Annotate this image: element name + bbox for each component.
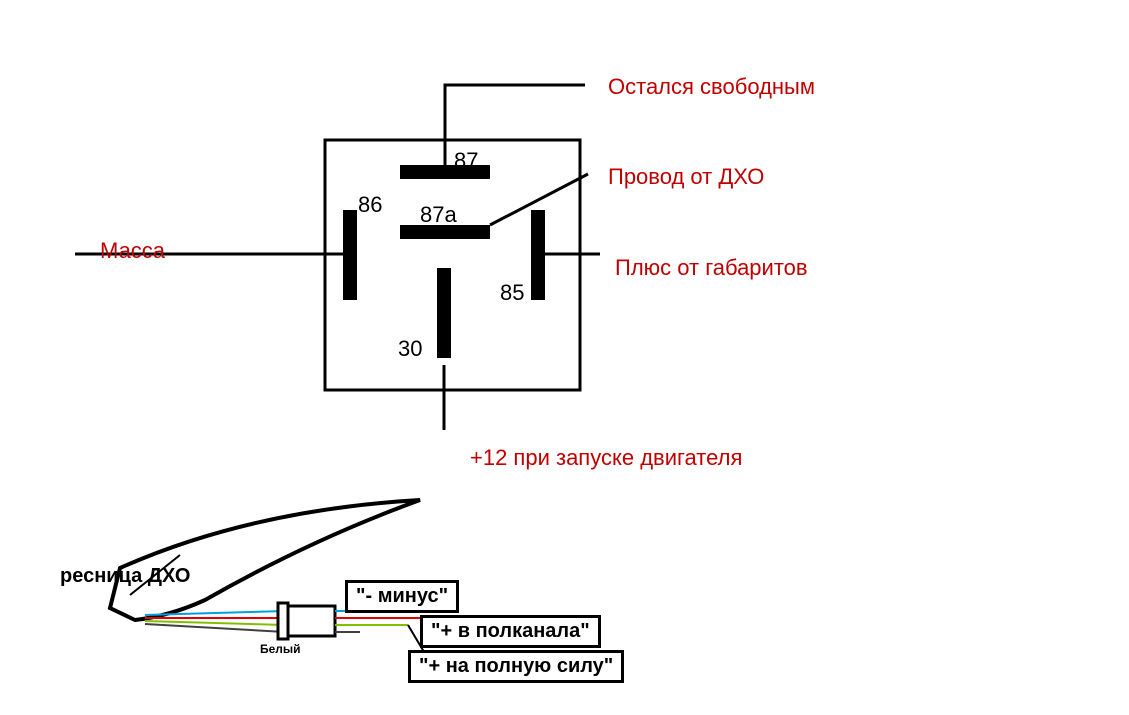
pin-label-85: 85 (500, 280, 524, 306)
anno-30: +12 при запуске двигателя (470, 445, 742, 471)
anno-86: Масса (100, 238, 165, 264)
drl-title: ресница ДХО (60, 565, 190, 588)
drl-connector-body (285, 606, 335, 636)
drl-connector-cap (278, 603, 288, 639)
wire-label-half: "+ в полканала" (420, 615, 601, 648)
anno-87a: Провод от ДХО (608, 164, 764, 190)
diagram-canvas (0, 0, 1129, 715)
wire-label-minus: "- минус" (345, 580, 459, 613)
pin-label-30: 30 (398, 336, 422, 362)
pin-label-87: 87 (454, 148, 478, 174)
pin-label-87a: 87а (420, 202, 457, 228)
wire-label-full: "+ на полную силу" (408, 650, 624, 683)
anno-87: Остался свободным (608, 74, 815, 100)
wire-marker-white: Белый (260, 642, 301, 656)
anno-85: Плюс от габаритов (615, 255, 808, 281)
pin-label-86: 86 (358, 192, 382, 218)
